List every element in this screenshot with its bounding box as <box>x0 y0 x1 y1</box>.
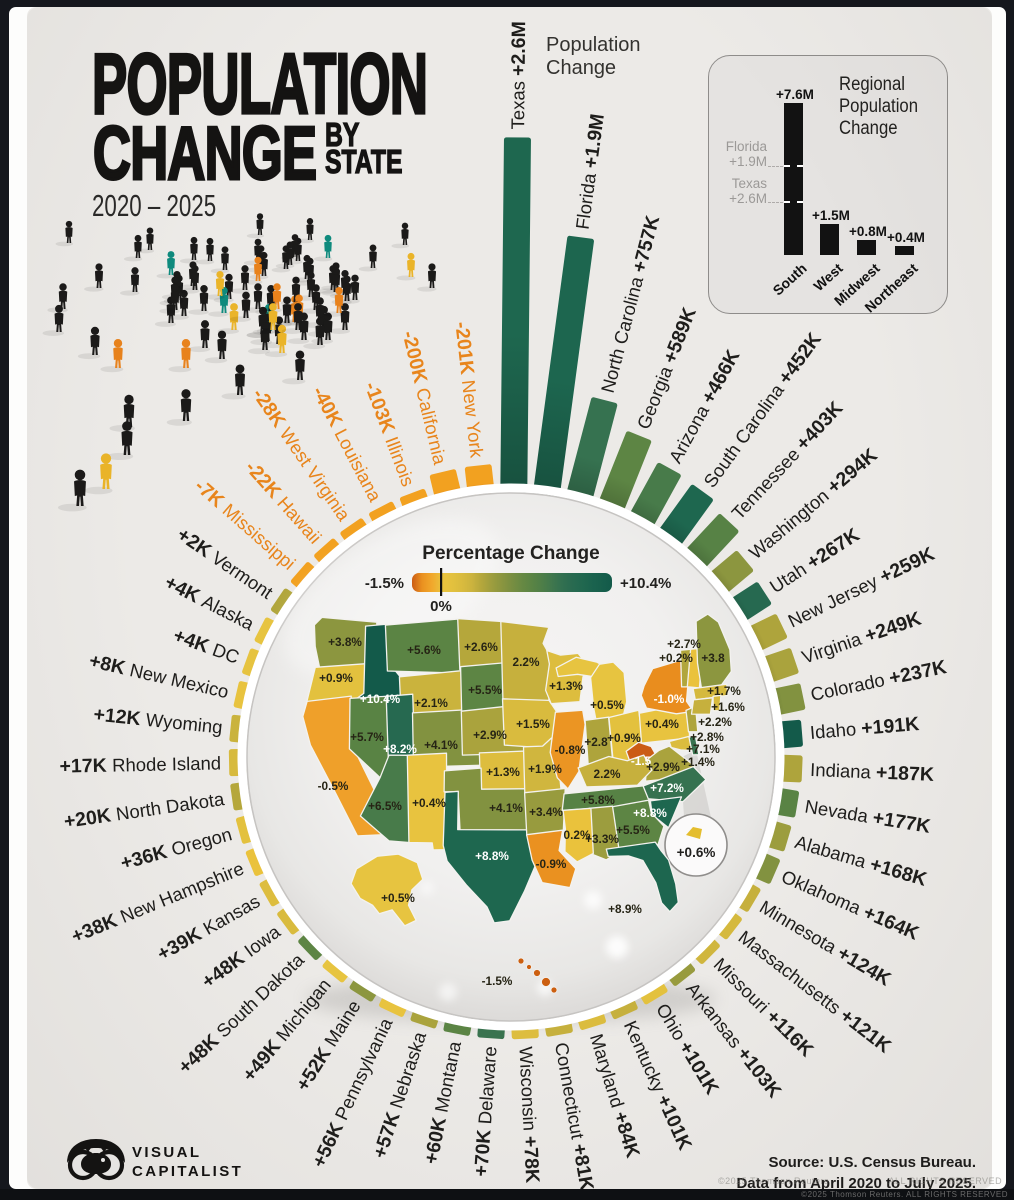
svg-text:+0.2%: +0.2% <box>659 651 693 665</box>
svg-text:+0.9%: +0.9% <box>319 671 353 685</box>
svg-text:+3.4%: +3.4% <box>529 805 563 819</box>
svg-text:+3.8%: +3.8% <box>328 635 362 649</box>
svg-text:+10.4%: +10.4% <box>620 575 671 592</box>
svg-text:+3.3%: +3.3% <box>585 832 619 846</box>
svg-text:Percentage Change: Percentage Change <box>422 543 599 564</box>
svg-text:+5.5%: +5.5% <box>616 823 650 837</box>
svg-text:+1.5%: +1.5% <box>516 717 550 731</box>
svg-text:+7.1%: +7.1% <box>686 742 720 756</box>
svg-text:+2.8%: +2.8% <box>690 730 724 744</box>
svg-text:+8.8%: +8.8% <box>633 806 667 820</box>
svg-text:-0.9%: -0.9% <box>536 857 567 871</box>
svg-text:+0.4%: +0.4% <box>645 717 679 731</box>
svg-text:+4.1%: +4.1% <box>489 801 523 815</box>
svg-text:+0.9%: +0.9% <box>607 731 641 745</box>
svg-text:+2.6%: +2.6% <box>464 640 498 654</box>
svg-text:-1.5: -1.5 <box>631 754 652 768</box>
svg-text:+7.2%: +7.2% <box>650 781 684 795</box>
svg-text:+5.6%: +5.6% <box>407 643 441 657</box>
svg-text:CAPITALIST: CAPITALIST <box>132 1163 243 1180</box>
svg-text:+2.9%: +2.9% <box>646 760 680 774</box>
svg-text:+5.8%: +5.8% <box>581 793 615 807</box>
svg-text:Wisconsin +78K: Wisconsin +78K <box>514 1046 543 1184</box>
svg-text:-0.8%: -0.8% <box>555 743 586 757</box>
svg-text:-0.5%: -0.5% <box>318 779 349 793</box>
svg-text:+1.6%: +1.6% <box>711 700 745 714</box>
svg-text:+2.7%: +2.7% <box>667 637 701 651</box>
svg-text:+2.2%: +2.2% <box>698 715 732 729</box>
svg-text:+5.7%: +5.7% <box>350 730 384 744</box>
svg-text:+4.1%: +4.1% <box>424 738 458 752</box>
svg-text:+6.5%: +6.5% <box>368 799 402 813</box>
svg-text:+17K Rhode Island: +17K Rhode Island <box>59 752 221 777</box>
svg-text:Idaho +191K: Idaho +191K <box>809 713 920 744</box>
svg-text:+1.9%: +1.9% <box>528 762 562 776</box>
svg-text:+1.3%: +1.3% <box>486 765 520 779</box>
svg-text:+0.5%: +0.5% <box>590 698 624 712</box>
svg-text:-1.5%: -1.5% <box>365 575 404 592</box>
svg-text:+2.9%: +2.9% <box>473 728 507 742</box>
svg-text:Indiana +187K: Indiana +187K <box>810 759 935 786</box>
svg-text:+1.7%: +1.7% <box>707 684 741 698</box>
svg-text:2.2%: 2.2% <box>513 655 540 669</box>
svg-text:VISUAL: VISUAL <box>132 1144 201 1161</box>
svg-text:Texas +2.6M: Texas +2.6M <box>507 21 530 129</box>
svg-text:0%: 0% <box>430 598 452 615</box>
svg-text:+1.3%: +1.3% <box>549 679 583 693</box>
svg-text:+8.8%: +8.8% <box>475 849 509 863</box>
svg-text:+2.8: +2.8 <box>584 735 608 749</box>
svg-text:+0.4%: +0.4% <box>412 796 446 810</box>
svg-text:+10.4%: +10.4% <box>360 692 401 706</box>
svg-text:-1.0%: -1.0% <box>654 692 685 706</box>
svg-text:+0.5%: +0.5% <box>381 891 415 905</box>
svg-text:+8.2%: +8.2% <box>383 742 417 756</box>
svg-text:2.2%: 2.2% <box>594 767 621 781</box>
svg-text:+70K Delaware: +70K Delaware <box>470 1045 501 1177</box>
svg-text:+2.1%: +2.1% <box>414 696 448 710</box>
svg-text:+1.4%: +1.4% <box>681 755 715 769</box>
svg-text:+5.5%: +5.5% <box>468 683 502 697</box>
svg-text:+3.8: +3.8 <box>701 651 725 665</box>
svg-text:-1.5%: -1.5% <box>482 974 513 988</box>
svg-text:0.2%: 0.2% <box>564 828 591 842</box>
svg-text:+0.6%: +0.6% <box>677 845 716 860</box>
svg-text:+8.9%: +8.9% <box>608 902 642 916</box>
